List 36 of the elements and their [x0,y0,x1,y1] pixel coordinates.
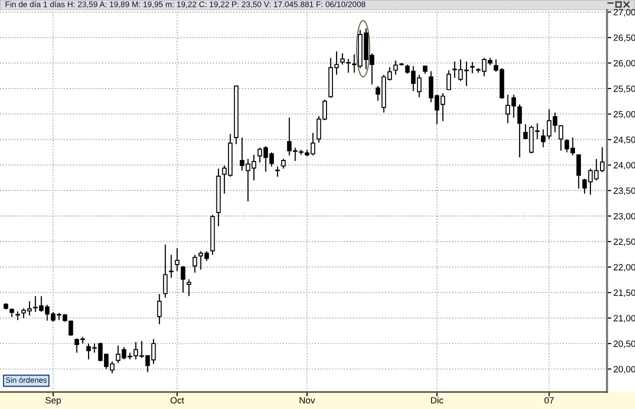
candlestick [186,278,192,297]
candlestick [174,248,180,272]
candlestick [576,154,581,190]
y-tick-label: 24,50 [614,136,635,144]
x-tick-label: Dic [431,396,444,404]
candlestick [470,61,475,74]
x-tick-label: Sep [46,397,61,406]
y-tick-label: 26,00 [614,60,635,68]
y-tick-label: 25,50 [614,86,635,93]
y-tick-label: 23,00 [614,213,635,220]
candlestick [180,265,186,294]
chart-title: Fin de día 1 días H: 23,59 A: 19,89 M: 19,95 m: 19,22 C: 19,22 P: 23,50 V: 17.045.881 F: 06/10/2008 [6,1,366,8]
candlestick [192,254,198,274]
y-tick-label: 20,50 [614,340,635,348]
y-tick-label: 21,00 [614,315,635,322]
candlestick [281,158,286,170]
y-tick-label: 22,50 [614,238,635,246]
x-tick-label: Oct [170,397,184,404]
candlestick [163,244,168,298]
candlestick [275,166,280,178]
candlestick [558,124,564,152]
candlestick [517,104,522,158]
candlestick [446,70,452,91]
candlestick [15,310,20,321]
candlestick [157,294,162,325]
y-tick-label: 25,00 [614,111,635,118]
x-tick-label: 07 [544,397,554,404]
y-tick-label: 27,00 [614,9,635,16]
x-tick-label: Nov [300,397,316,404]
y-tick-label: 22,00 [614,264,635,272]
y-tick-label: 20,00 [614,366,635,374]
y-tick-label: 21,50 [614,290,635,297]
candlestick [168,254,174,278]
y-tick-label: 23,50 [614,188,635,195]
y-tick-label: 26,50 [614,34,635,42]
y-tick-label: 24,00 [614,162,635,170]
